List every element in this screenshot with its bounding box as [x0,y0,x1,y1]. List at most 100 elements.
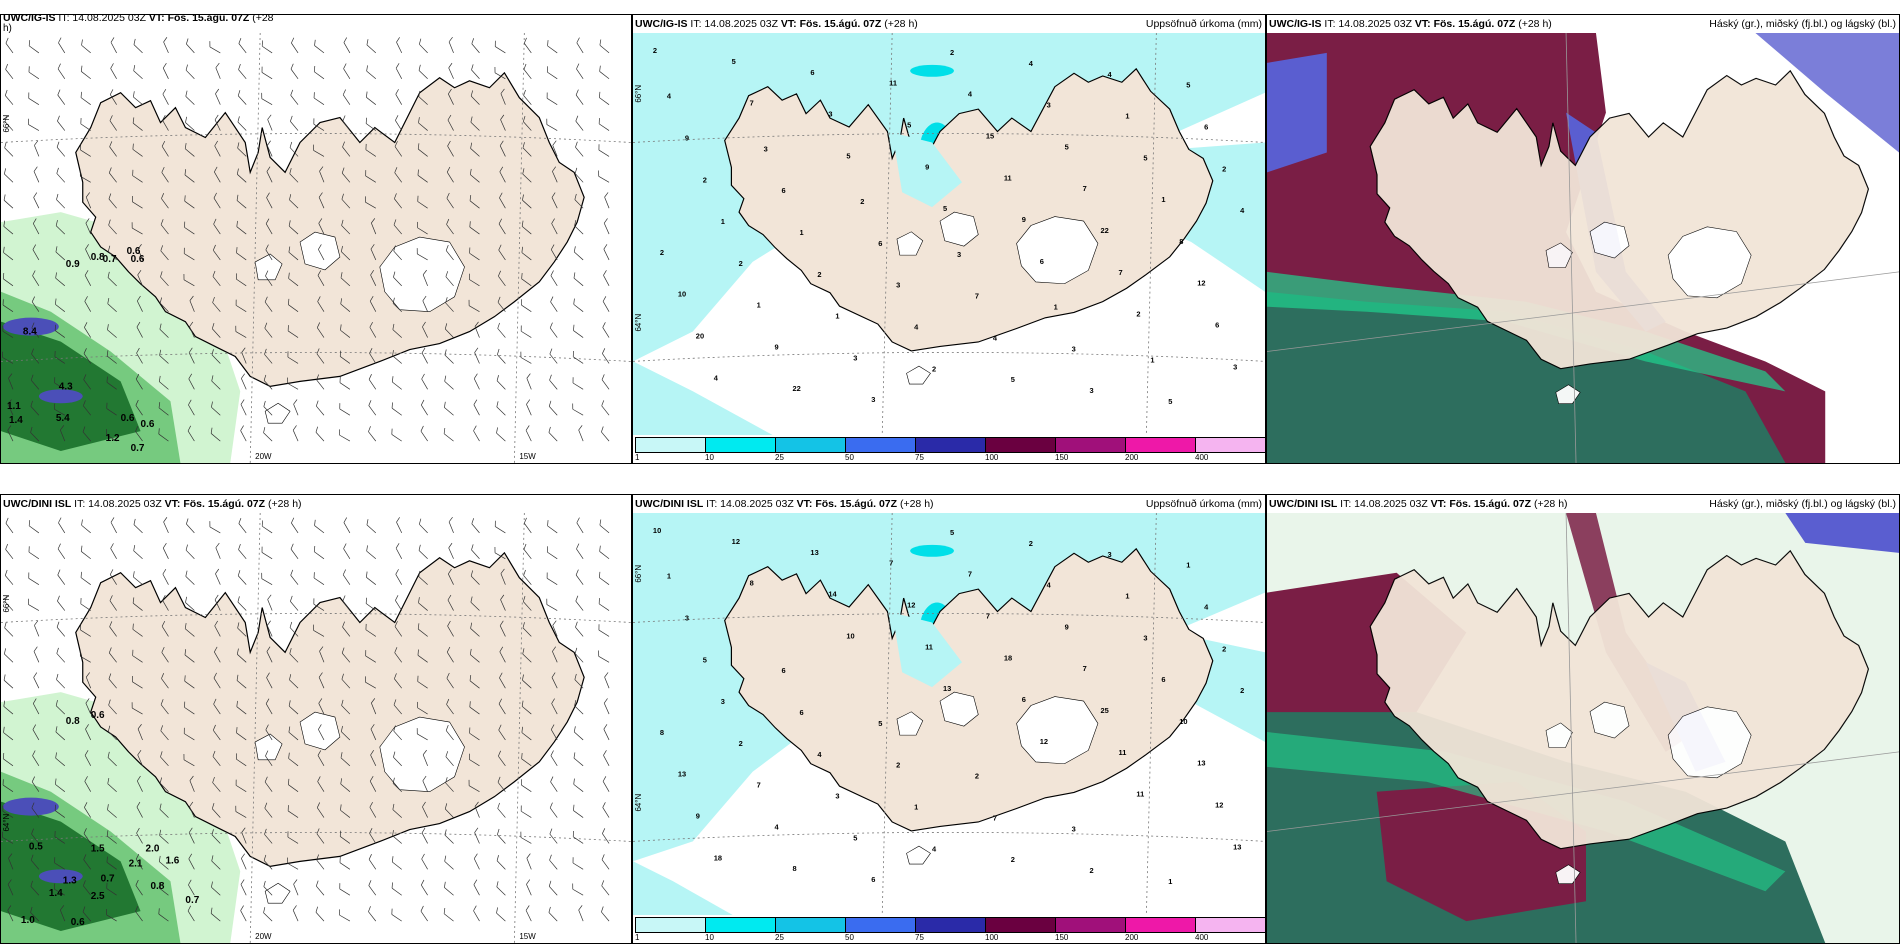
wind-barb-flag [32,698,37,704]
wind-barb-flag [158,428,160,435]
wind-barb-shaft [339,888,351,896]
wind-barb [188,399,195,416]
wind-barb-flag [241,827,246,833]
wind-barb-flag [343,517,348,523]
colorbar-tick: 100 [985,933,999,942]
wind-barb-shaft [468,305,480,313]
wind-barb-flag [137,724,142,730]
wind-barb [106,428,117,442]
precip-value-label: 1.6 [165,855,179,866]
wind-barb [396,517,403,534]
wind-barb-shaft [469,200,480,209]
wind-barb-flag [82,906,86,913]
wind-barb-flag [445,751,449,757]
wind-barb-shaft [371,702,377,715]
wind-barb-shaft [185,602,195,611]
wind-barb [186,518,195,534]
wind-barb-flag [521,752,523,759]
precip-value-label: 1.1 [7,401,21,412]
wind-barb-flag [238,64,241,70]
wind-barb [523,89,532,105]
precip-value-label: 18 [1004,653,1012,662]
wind-barb [185,64,195,80]
wind-barb-shaft [500,119,506,131]
wind-barb-flag [603,270,607,276]
wind-barb [33,672,40,689]
wind-barb-flag [469,195,472,201]
wind-barb-flag [547,520,549,526]
wind-barb [522,116,532,131]
wind-barb [211,803,221,818]
wind-barb-flag [498,698,503,705]
wind-barb [500,114,506,131]
wind-barb-flag [265,218,270,224]
wind-barb-shaft [319,651,325,663]
wind-barb [342,141,351,157]
wind-barb-flag [391,856,394,863]
wind-barb-flag [339,376,341,383]
wind-barb [235,779,247,792]
wind-barb [135,853,143,870]
wind-barb [313,572,325,585]
wind-barb [522,648,532,663]
wind-barb-flag [188,879,192,886]
wind-barb-shaft [132,681,143,689]
longitude-line [1145,513,1157,915]
wind-barb [211,349,221,364]
wind-barb-shaft [448,573,454,585]
wind-barb-shaft [313,123,325,131]
wind-barb-flag [288,298,290,305]
wind-barb-flag [30,854,34,861]
wind-barb-shaft [546,98,558,105]
wind-barb-shaft [28,525,40,534]
wind-barb-shaft [263,406,273,416]
wind-barb-shaft [445,808,454,818]
wind-barb [574,193,584,209]
wind-barb-shaft [601,431,610,442]
precip-value-label: 1 [799,228,803,237]
wind-barb-flag [339,350,342,357]
wind-barb-flag [598,144,600,151]
precip-value-label: 1.3 [63,875,77,886]
wind-barb-shaft [3,758,14,767]
wind-barb-flag [162,568,167,575]
wind-barb-flag [5,63,9,70]
wind-barb-flag [133,545,136,551]
wind-barb [418,544,428,560]
wind-barb-shaft [80,176,91,183]
wind-barb-shaft [5,69,14,80]
precip-value-label: 5 [1065,142,1069,151]
wind-barb-flag [32,750,36,756]
wind-barb-shaft [341,251,351,261]
wind-barb [30,880,40,896]
wind-barb-flag [136,801,141,808]
wind-barb-flag [183,727,185,734]
wind-barb-flag [368,374,372,380]
wind-barb-flag [473,905,477,911]
wind-barb [54,377,65,390]
wind-barb-shaft [288,278,299,287]
wind-barb-flag [209,521,211,527]
wind-barb [365,650,376,663]
wind-barb [106,882,117,896]
wind-barb-flag [523,517,527,524]
wind-barb-flag [366,545,368,552]
wind-barb-shaft [422,780,428,792]
wind-barb-flag [185,596,187,603]
wind-barb [109,595,117,611]
wind-barb [31,322,40,338]
wind-barb-flag [263,374,267,381]
wind-barb [444,803,454,818]
wind-barb-flag [574,167,578,174]
precip-map-svg: 1081013121113121411611121813121825139877… [633,513,1265,915]
wind-barb [342,621,351,637]
wind-barb [573,246,584,261]
wind-barb-shaft [547,71,558,80]
wind-barb [212,750,221,767]
latitude-label: 64°N [2,814,11,832]
wind-barb-shaft [106,835,117,844]
wind-barb [448,516,454,534]
wind-barb [340,324,351,338]
wind-barb [108,673,117,689]
wind-barb-shaft [57,574,66,585]
